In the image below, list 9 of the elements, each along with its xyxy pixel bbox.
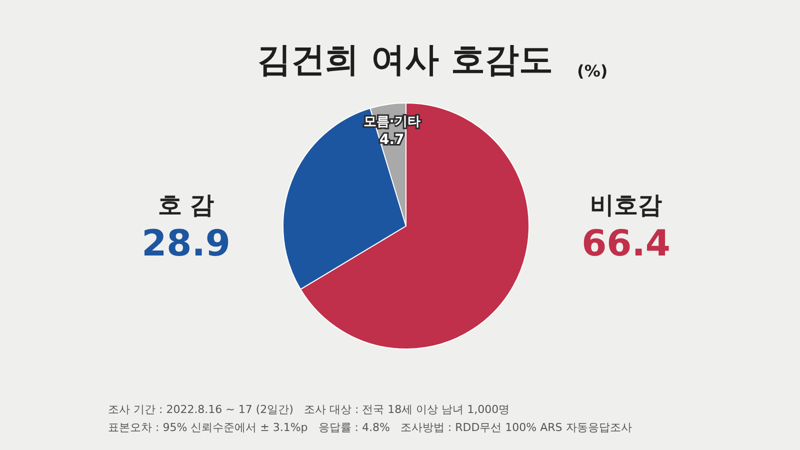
text: 표본오차 : 95% 신뢰수준에서 ± 3.1%p 응답률 : 4.8% 조사방법 : RDD무선 100% ARS 자동응답조사 bbox=[108, 421, 632, 434]
data-label: 28.9 bbox=[142, 224, 230, 264]
data-label: 66.4 bbox=[582, 224, 670, 264]
chart-title: 김건희 여사 호감도 bbox=[257, 40, 553, 80]
slice-label: 호 감 bbox=[158, 191, 214, 219]
slice-label: 비호감 bbox=[590, 191, 662, 219]
chart-subtitle: (%) bbox=[577, 62, 608, 80]
data-label: 4.7 bbox=[379, 132, 404, 148]
text: 조사 기간 : 2022.8.16 ~ 17 (2일간) 조사 대상 : 전국 18세 이상 남녀 1,000명 bbox=[108, 403, 510, 416]
